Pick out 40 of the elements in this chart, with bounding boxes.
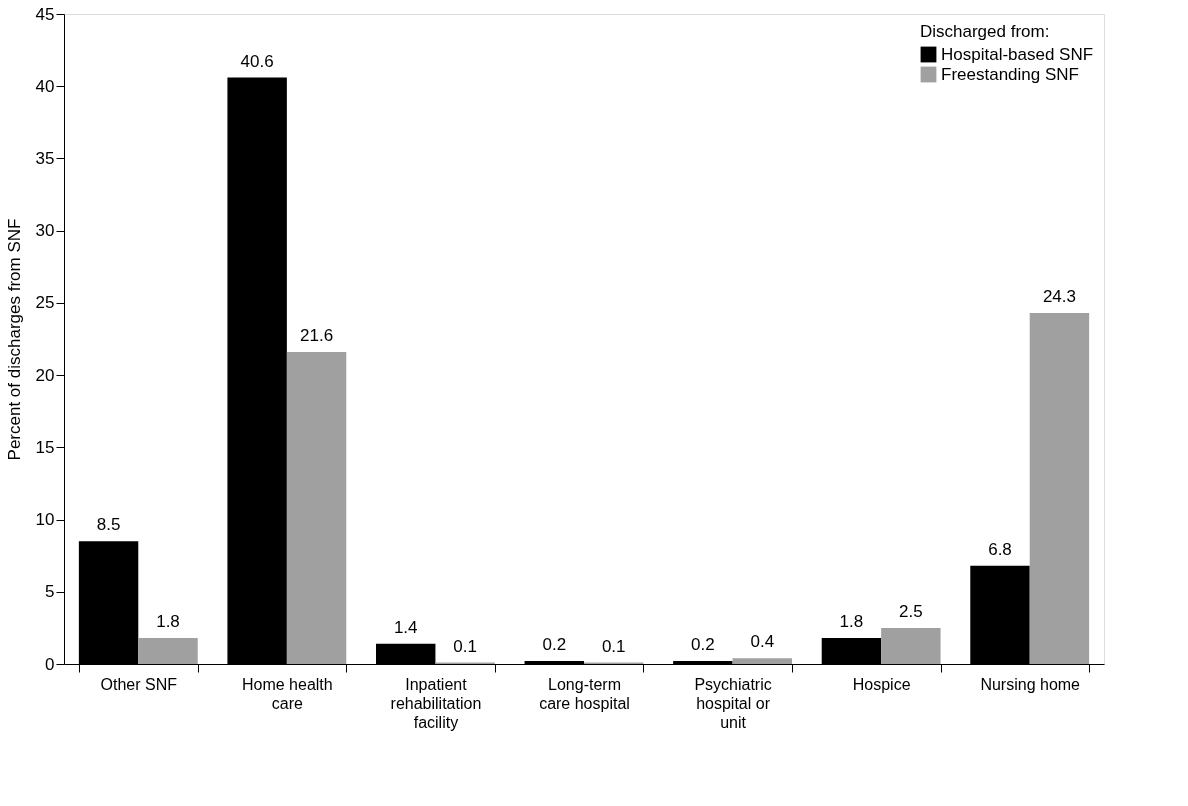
y-axis-title: Percent of discharges from SNF xyxy=(4,218,24,461)
data-label: 24.3 xyxy=(1042,287,1076,306)
x-tick-label: Other SNF xyxy=(100,675,178,693)
bar xyxy=(286,352,347,664)
y-tick-label: 25 xyxy=(35,293,55,313)
y-tick-label: 40 xyxy=(35,76,55,96)
y-tick-label: 30 xyxy=(35,221,55,241)
data-label: 0.2 xyxy=(691,635,715,655)
bar xyxy=(732,658,792,664)
data-label: 0.4 xyxy=(750,632,775,652)
x-tick-label: Hospice xyxy=(852,675,911,693)
data-label: 0.1 xyxy=(453,636,477,656)
y-tick-label: 20 xyxy=(35,365,55,385)
y-tick-label: 0 xyxy=(45,654,55,674)
bar xyxy=(881,627,941,664)
legend-label: Freestanding SNF xyxy=(941,64,1079,84)
x-tick-label: Psychiatric hospital or unit xyxy=(694,675,772,731)
data-label: 8.5 xyxy=(96,515,121,535)
y-tick-label: 15 xyxy=(35,437,55,457)
data-label: 1.4 xyxy=(393,617,418,637)
data-label: 1.8 xyxy=(156,612,180,631)
data-label: 40.6 xyxy=(240,51,274,71)
x-tick-label: Inpatient rehabilitation facility xyxy=(390,675,482,731)
x-tick-label: Nursing home xyxy=(980,675,1081,693)
x-tick-label: Home health care xyxy=(242,675,333,712)
y-tick-label: 35 xyxy=(35,148,55,168)
data-label: 6.8 xyxy=(988,539,1012,559)
y-tick-label: 10 xyxy=(35,510,55,530)
y-tick-label: 5 xyxy=(45,582,55,602)
data-label: 0.1 xyxy=(601,636,626,656)
legend-title: Discharged from: xyxy=(920,22,1050,41)
bar xyxy=(138,638,198,664)
data-label: 2.5 xyxy=(899,601,923,621)
y-tick-label: 45 xyxy=(35,4,55,24)
legend-label: Hospital-based SNF xyxy=(941,44,1094,64)
data-label: 1.8 xyxy=(839,612,864,631)
data-label: 0.2 xyxy=(542,635,567,655)
bar xyxy=(1029,313,1090,664)
data-label: 21.6 xyxy=(300,326,334,345)
x-tick-label: Long-term care hospital xyxy=(539,675,630,712)
